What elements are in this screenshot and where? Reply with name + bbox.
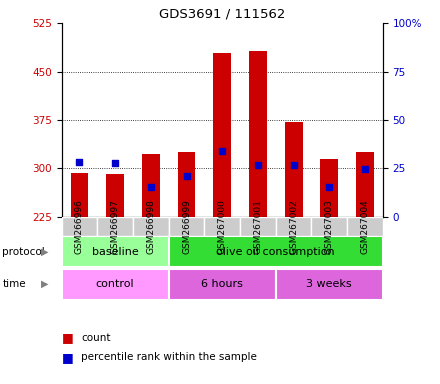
Bar	[356, 152, 374, 217]
Point	[112, 160, 119, 166]
Text: ▶: ▶	[41, 247, 48, 257]
Point	[254, 162, 261, 168]
Text: GSM267002: GSM267002	[289, 199, 298, 254]
Bar	[62, 217, 97, 236]
Bar	[169, 236, 383, 267]
Point	[183, 173, 190, 179]
Text: count: count	[81, 333, 111, 343]
Bar	[133, 217, 169, 236]
Text: protocol: protocol	[2, 247, 45, 257]
Point	[76, 159, 83, 165]
Bar	[213, 53, 231, 217]
Bar	[97, 217, 133, 236]
Bar	[312, 217, 347, 236]
Bar	[70, 173, 88, 217]
Point	[219, 148, 226, 154]
Text: percentile rank within the sample: percentile rank within the sample	[81, 352, 257, 362]
Point	[326, 184, 333, 190]
Bar	[169, 217, 204, 236]
Bar	[169, 269, 276, 300]
Text: GSM267000: GSM267000	[218, 199, 227, 254]
Text: baseline: baseline	[92, 247, 139, 257]
Text: 3 weeks: 3 weeks	[306, 279, 352, 289]
Bar	[106, 174, 124, 217]
Text: olive oil consumption: olive oil consumption	[216, 247, 335, 257]
Text: time: time	[2, 279, 26, 289]
Text: GSM267003: GSM267003	[325, 199, 334, 254]
Bar	[320, 159, 338, 217]
Bar	[347, 217, 383, 236]
Bar	[285, 122, 303, 217]
Bar	[249, 51, 267, 217]
Bar	[276, 269, 383, 300]
Bar	[240, 217, 276, 236]
Text: 6 hours: 6 hours	[201, 279, 243, 289]
Text: GSM267004: GSM267004	[360, 199, 370, 254]
Bar	[276, 217, 312, 236]
Text: GSM266997: GSM266997	[110, 199, 120, 254]
Text: ■: ■	[62, 331, 73, 344]
Point	[290, 162, 297, 168]
Text: GSM266999: GSM266999	[182, 199, 191, 254]
Bar	[178, 152, 195, 217]
Bar	[62, 269, 169, 300]
Bar	[142, 154, 160, 217]
Text: GSM266996: GSM266996	[75, 199, 84, 254]
Text: ▶: ▶	[41, 279, 48, 289]
Point	[361, 166, 368, 172]
Point	[147, 184, 154, 190]
Text: GSM266998: GSM266998	[147, 199, 155, 254]
Text: ■: ■	[62, 351, 73, 364]
Text: control: control	[96, 279, 135, 289]
Text: GSM267001: GSM267001	[253, 199, 262, 254]
Title: GDS3691 / 111562: GDS3691 / 111562	[159, 7, 286, 20]
Bar	[204, 217, 240, 236]
Bar	[62, 236, 169, 267]
